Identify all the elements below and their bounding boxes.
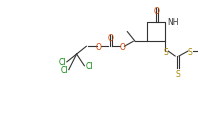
- Text: S: S: [187, 47, 192, 56]
- Text: Cl: Cl: [58, 58, 66, 67]
- Text: O: O: [108, 33, 114, 42]
- Text: O: O: [96, 42, 102, 51]
- Text: NH: NH: [167, 18, 179, 27]
- Text: S: S: [176, 69, 180, 78]
- Text: S: S: [163, 47, 168, 56]
- Text: O: O: [154, 7, 160, 16]
- Text: Cl: Cl: [60, 66, 68, 75]
- Text: O: O: [120, 42, 125, 51]
- Text: Cl: Cl: [85, 62, 93, 71]
